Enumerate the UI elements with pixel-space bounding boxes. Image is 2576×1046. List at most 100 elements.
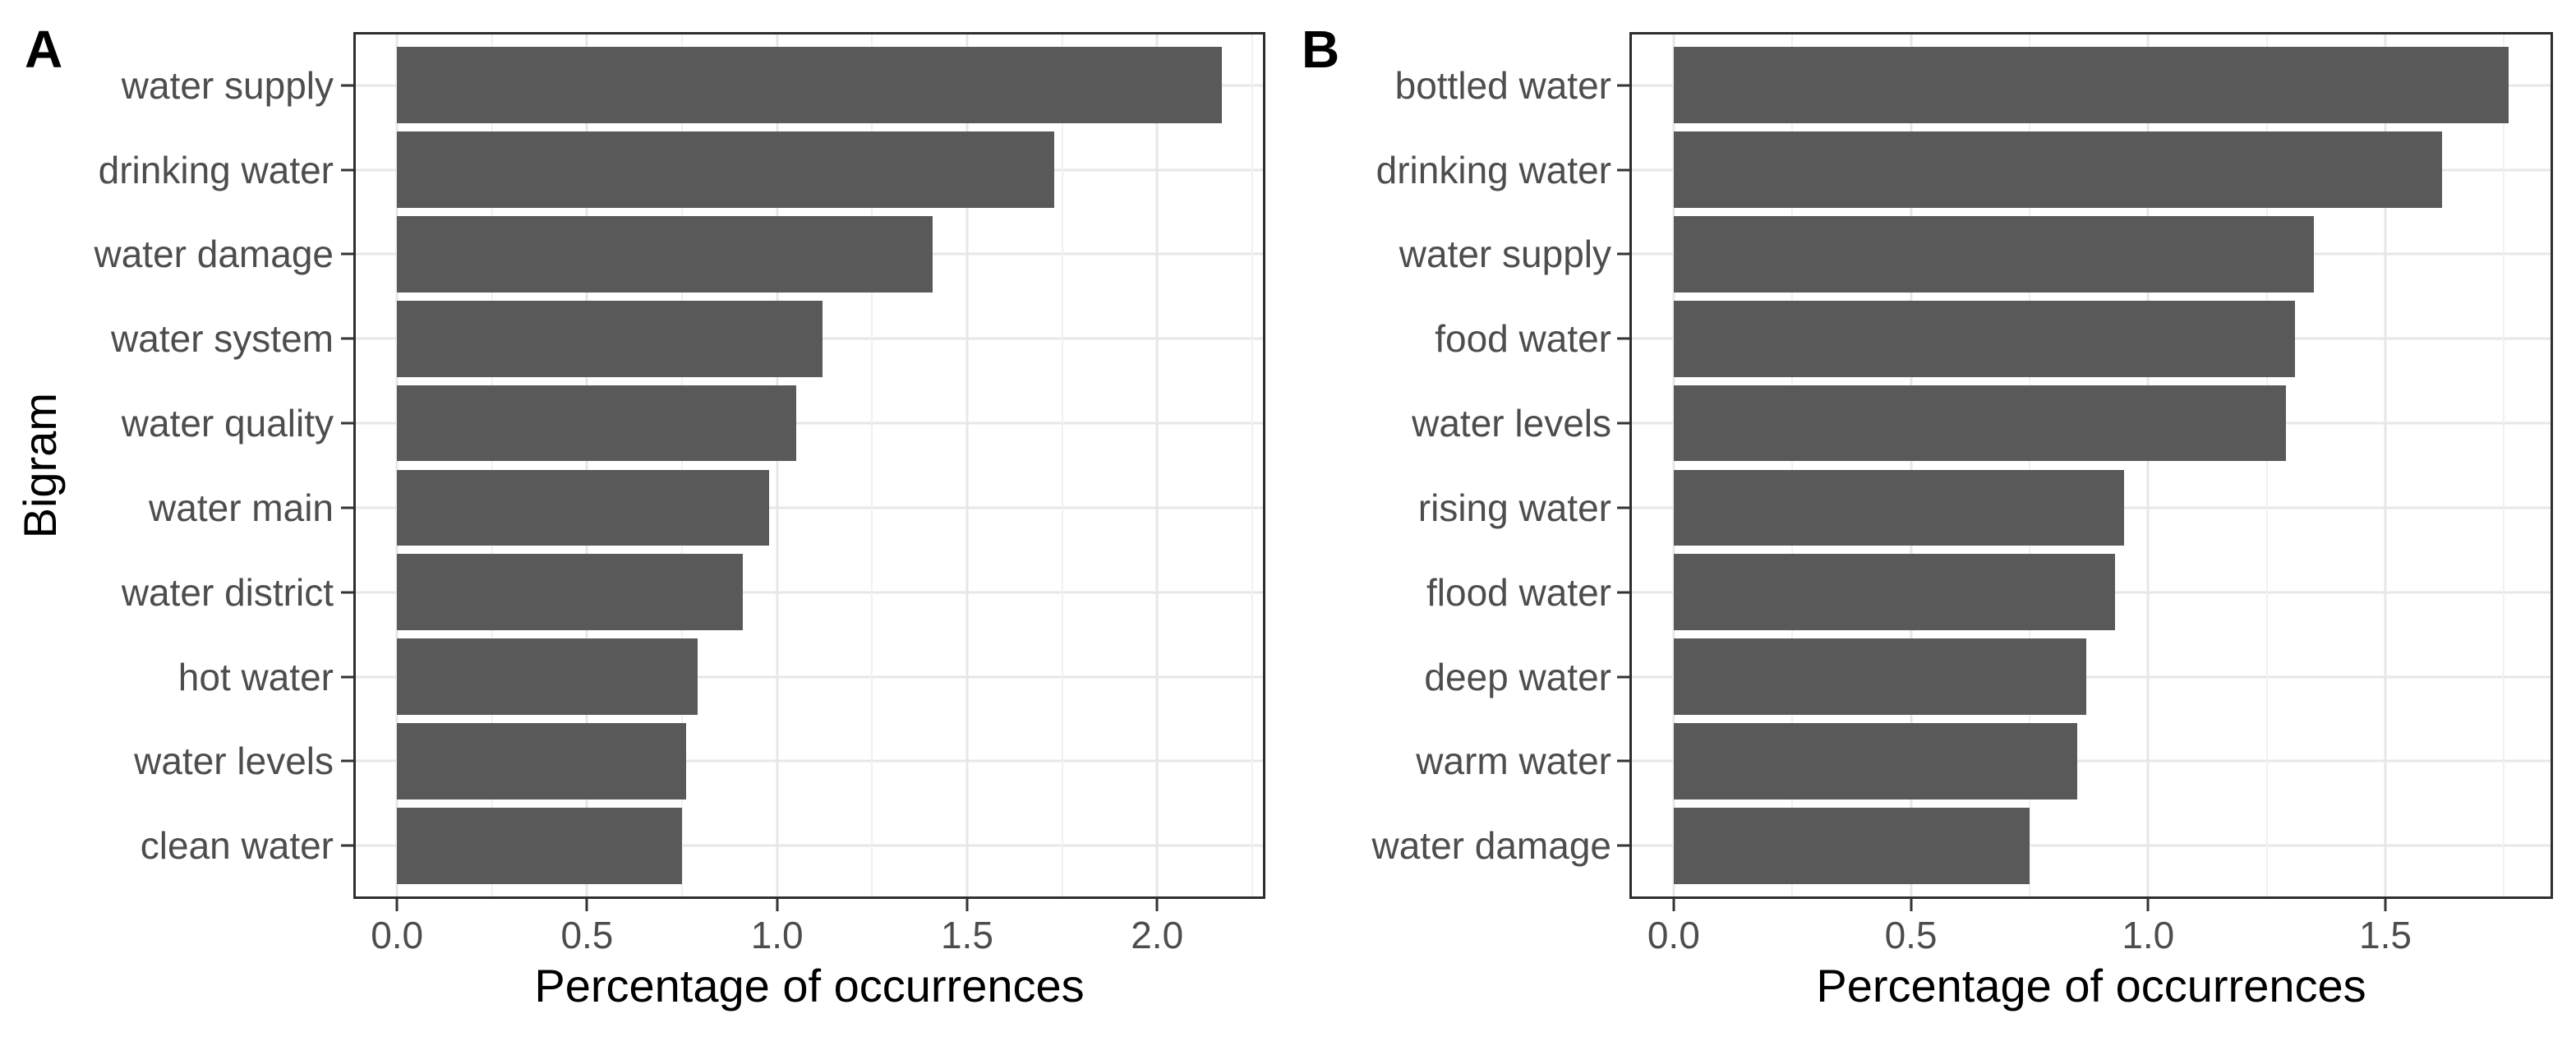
x-axis-ticklabel-1.0: 1.0: [750, 914, 804, 956]
y-axis-tick-mark: [1617, 591, 1629, 594]
gridline-vertical-major: [1910, 35, 1913, 896]
gridline-vertical-minor: [491, 35, 493, 896]
y-axis-labels-a: water supply drinking water water damage wa…: [49, 32, 334, 899]
gridline-horizontal: [356, 506, 1263, 509]
gridline-horizontal: [356, 844, 1263, 847]
x-axis-tick-mark: [1672, 899, 1675, 911]
x-axis-tick-mark: [1910, 899, 1913, 911]
y-axis-tick-mark: [1617, 252, 1629, 256]
gridline-horizontal: [356, 675, 1263, 679]
x-axis-tick-mark: [776, 899, 779, 911]
bar-water-damage: [397, 216, 933, 293]
x-axis-ticklabel-1.0: 1.0: [2122, 914, 2175, 956]
gridline-vertical-minor: [871, 35, 873, 896]
y-axis-label-water-damage: water damage: [94, 233, 334, 276]
y-axis-label-warm-water: warm water: [1416, 740, 1611, 783]
y-axis-tick-mark: [341, 337, 353, 340]
y-axis-label-water-levels: water levels: [134, 740, 334, 783]
x-axis-tick-mark: [2146, 899, 2150, 911]
x-axis-tick-mark: [2384, 899, 2387, 911]
y-axis-label-hot-water: hot water: [177, 655, 334, 698]
bar-deep-water: [1673, 638, 2087, 715]
gridline-vertical-major: [395, 35, 399, 896]
x-axis-ticklabels-b: 0.0 0.5 1.0 1.5: [1629, 915, 2553, 956]
x-axis-tick-mark: [1155, 899, 1159, 911]
y-axis-label-water-damage: water damage: [1371, 824, 1612, 868]
bar-water-quality: [397, 385, 796, 462]
x-axis-ticklabel-2.0: 2.0: [1131, 914, 1184, 956]
y-axis-label-deep-water: deep water: [1424, 655, 1611, 698]
plot-panel-b: [1617, 32, 2553, 911]
y-axis-label-drinking-water: drinking water: [1376, 148, 1611, 191]
y-axis-label-water-levels: water levels: [1412, 402, 1611, 445]
gridline-vertical-minor: [2028, 35, 2030, 896]
y-axis-label-water-district: water district: [121, 570, 334, 614]
y-axis-labels-b: bottled water drinking water water supply f…: [1306, 32, 1612, 899]
x-axis-title-a: Percentage of occurrences: [534, 960, 1085, 1011]
x-axis-tick-mark: [585, 899, 588, 911]
y-axis-tick-mark: [1617, 844, 1629, 847]
bar-hot-water: [397, 638, 698, 715]
y-axis-label-food-water: food water: [1435, 317, 1611, 361]
gridline-vertical-major: [2384, 35, 2387, 896]
gridline-vertical-major: [1672, 35, 1675, 896]
gridline-vertical-minor: [2265, 35, 2268, 896]
x-axis-ticklabels-a: 0.0 0.5 1.0 1.5 2.0: [353, 915, 1265, 956]
bar-water-system: [397, 300, 823, 377]
x-axis-tick-mark: [965, 899, 969, 911]
gridline-vertical-major: [2146, 35, 2150, 896]
gridline-vertical-minor: [1251, 35, 1253, 896]
x-axis-ticklabel-0.5: 0.5: [1884, 914, 1938, 956]
bar-rising-water: [1673, 469, 2125, 546]
y-axis-label-rising-water: rising water: [1417, 486, 1611, 529]
y-axis-tick-mark: [341, 844, 353, 847]
y-axis-tick-mark: [341, 168, 353, 172]
y-axis-label-water-supply: water supply: [1399, 233, 1611, 276]
y-axis-tick-mark: [341, 591, 353, 594]
y-axis-tick-mark: [341, 675, 353, 679]
y-axis-tick-mark: [1617, 168, 1629, 172]
gridline-vertical-major: [965, 35, 969, 896]
gridline-vertical-major: [585, 35, 588, 896]
bar-food-water: [1673, 300, 2296, 377]
bar-bottled-water: [1673, 47, 2509, 123]
y-axis-tick-mark: [1617, 337, 1629, 340]
y-axis-label-water-supply: water supply: [121, 63, 334, 107]
x-axis-ticklabel-1.5: 1.5: [2359, 914, 2412, 956]
y-axis-label-water-quality: water quality: [121, 402, 334, 445]
x-axis-ticklabel-0.0: 0.0: [1647, 914, 1700, 956]
y-axis-label-water-system: water system: [111, 317, 334, 361]
y-axis-tick-mark: [1617, 84, 1629, 87]
panel-tag-a: A: [25, 20, 63, 79]
y-axis-tick-mark: [341, 84, 353, 87]
gridline-horizontal: [1632, 675, 2551, 679]
gridline-vertical-major: [776, 35, 779, 896]
plot-panel-a: [341, 32, 1265, 911]
gridline-horizontal: [1632, 759, 2551, 763]
bar-water-supply: [397, 47, 1222, 123]
gridline-vertical-minor: [1791, 35, 1794, 896]
bar-water-supply: [1673, 216, 2315, 293]
x-axis-ticklabel-0.0: 0.0: [371, 914, 424, 956]
panel-tag-b: B: [1302, 20, 1340, 79]
gridline-vertical-minor: [1061, 35, 1063, 896]
y-axis-tick-mark: [1617, 506, 1629, 509]
gridline-horizontal: [356, 591, 1263, 594]
y-axis-tick-mark: [341, 759, 353, 763]
bar-drinking-water: [1673, 131, 2443, 208]
y-axis-tick-mark: [341, 422, 353, 425]
y-axis-tick-mark: [1617, 422, 1629, 425]
gridline-vertical-major: [1155, 35, 1159, 896]
x-axis-tick-mark: [395, 899, 399, 911]
x-axis-title-b: Percentage of occurrences: [1816, 960, 2366, 1011]
y-axis-tick-mark: [1617, 675, 1629, 679]
bar-water-levels: [1673, 385, 2286, 462]
gridline-horizontal: [356, 759, 1263, 763]
gridline-vertical-minor: [2503, 35, 2505, 896]
bar-water-levels: [397, 723, 686, 799]
y-axis-label-drinking-water: drinking water: [98, 148, 334, 191]
y-axis-tick-mark: [341, 506, 353, 509]
gridline-horizontal: [1632, 844, 2551, 847]
y-axis-tick-mark: [1617, 759, 1629, 763]
